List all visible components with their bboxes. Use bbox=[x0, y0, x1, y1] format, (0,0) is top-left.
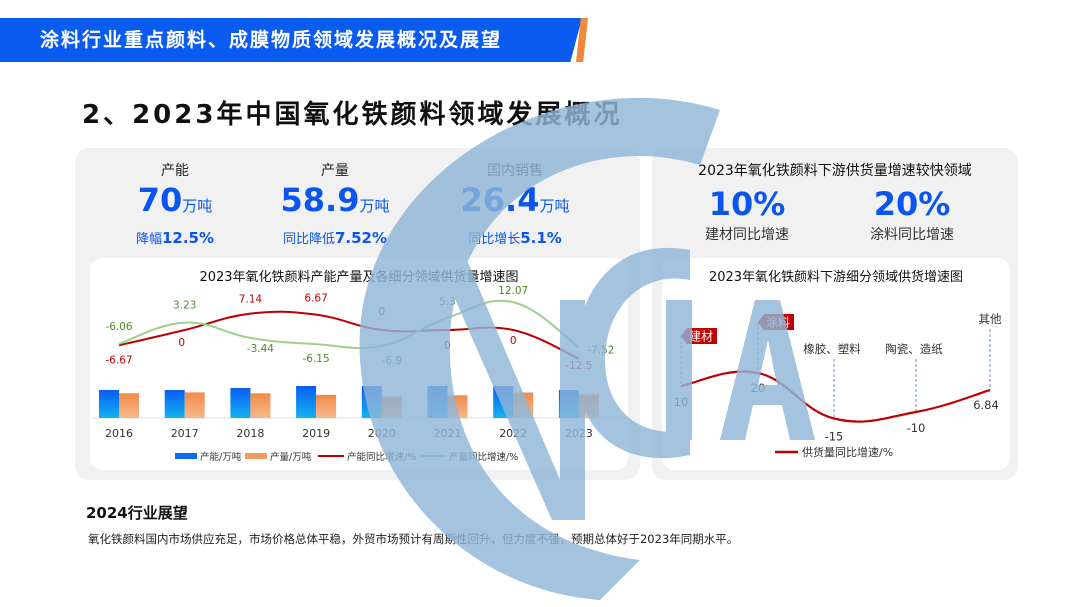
data-label: 6.67 bbox=[304, 293, 327, 305]
kpi-capacity: 产能 70万吨 降幅12.5% bbox=[90, 160, 260, 247]
bar-capacity bbox=[296, 386, 317, 418]
kpi-value: 70 bbox=[137, 181, 183, 219]
data-label: 20 bbox=[751, 381, 766, 395]
kpi-sub-prefix: 降幅 bbox=[135, 232, 162, 247]
kpi-label: 产能 bbox=[161, 163, 189, 179]
x-tick-label: 2019 bbox=[302, 427, 330, 440]
kpi-unit: 万吨 bbox=[182, 197, 213, 215]
category-label: 其他 bbox=[979, 312, 1002, 326]
x-tick-label: 2017 bbox=[171, 427, 199, 440]
bar-capacity bbox=[99, 390, 119, 418]
data-label: -15 bbox=[825, 430, 844, 444]
data-label: -6.06 bbox=[105, 321, 132, 333]
kpi-label: 建材同比增速 bbox=[705, 227, 789, 243]
kpi-sub-prefix: 同比降低 bbox=[282, 232, 335, 247]
kpi-coatings: 20% 涂料同比增速 bbox=[827, 184, 997, 244]
category-label: 橡胶、塑料 bbox=[803, 342, 861, 356]
right-panel-title: 2023年氧化铁颜料下游供货量增速较快领域 bbox=[698, 163, 972, 179]
line-supply-growth bbox=[680, 370, 991, 423]
bar-capacity bbox=[164, 390, 185, 418]
kpi-building-materials: 10% 建材同比增速 bbox=[662, 184, 832, 244]
legend-swatch bbox=[175, 453, 197, 459]
banner-title: 涂料行业重点颜料、成膜物质领域发展概况及展望 bbox=[40, 29, 503, 51]
kpi-value: 58.9 bbox=[280, 181, 360, 219]
data-label: -6.15 bbox=[303, 353, 330, 365]
kpi-sub-value: 12.5% bbox=[161, 229, 215, 247]
data-label: -10 bbox=[907, 421, 926, 435]
data-label: 7.14 bbox=[239, 294, 263, 306]
legend-label: 供货量同比增速/% bbox=[802, 445, 893, 459]
bar-capacity bbox=[230, 388, 251, 418]
legend-swatch bbox=[245, 453, 267, 459]
category-label: 建材 bbox=[689, 330, 713, 344]
kpi-value: 10% bbox=[708, 185, 786, 223]
bar-production bbox=[184, 392, 205, 418]
bar-production bbox=[119, 393, 139, 418]
data-label: 3.23 bbox=[173, 300, 196, 312]
kpi-label: 涂料同比增速 bbox=[870, 227, 954, 243]
data-label: -3.44 bbox=[247, 343, 274, 355]
outlook-text: 氧化铁颜料国内市场供应充足，市场价格总体平稳，外贸市场预计有周期性回升，但力度不… bbox=[88, 532, 739, 546]
bar-production bbox=[250, 393, 271, 418]
category-label: 涂料 bbox=[766, 315, 790, 330]
x-tick-label: 2018 bbox=[236, 427, 264, 440]
legend-label: 产能/万吨 bbox=[200, 451, 242, 463]
outlook-heading: 2024行业展望 bbox=[86, 504, 188, 522]
x-tick-label: 2016 bbox=[105, 427, 133, 440]
kpi-label: 产量 bbox=[321, 163, 349, 179]
category-label: 陶瓷、造纸 bbox=[885, 342, 943, 356]
right-chart-title: 2023年氧化铁颜料下游细分领域供货增速图 bbox=[708, 270, 964, 285]
data-label: -6.67 bbox=[105, 354, 132, 366]
legend-label: 产量/万吨 bbox=[270, 451, 312, 463]
data-label: 0 bbox=[178, 337, 185, 349]
data-label: 10 bbox=[674, 395, 689, 409]
data-label: 6.84 bbox=[973, 398, 999, 412]
kpi-value: 20% bbox=[873, 185, 951, 223]
bar-production bbox=[316, 394, 337, 418]
header-banner bbox=[0, 18, 582, 62]
